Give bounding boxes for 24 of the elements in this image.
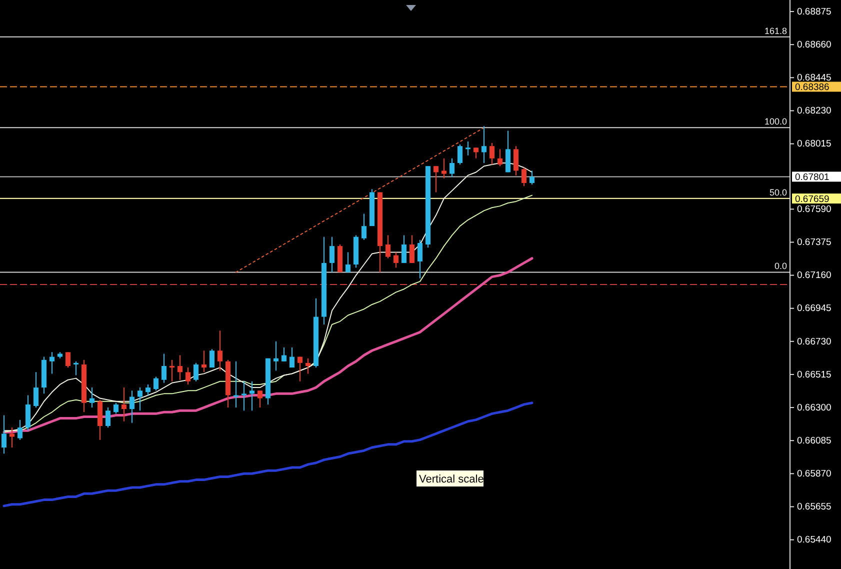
y-tick-label: 0.66945 (797, 303, 832, 314)
annotation: 100.0 (764, 116, 787, 127)
annotation: 161.8 (764, 26, 787, 36)
ref-line-label: 0.67801 (795, 172, 830, 184)
y-tick-label: 0.68660 (797, 39, 832, 50)
y-tick-label: 0.65870 (797, 468, 832, 480)
y-tick-label: 0.68230 (797, 106, 832, 117)
y-tick-label: 0.66300 (797, 402, 832, 414)
ref-line-label: 0.67659 (795, 194, 830, 205)
y-tick-label: 0.66085 (797, 435, 832, 446)
y-tick-label: 0.68875 (797, 6, 832, 18)
y-tick-label: 0.67375 (797, 237, 832, 248)
y-tick-label: 0.68445 (797, 72, 832, 84)
y-tick-label: 0.67160 (797, 270, 832, 282)
y-tick-label: 0.65440 (797, 534, 832, 546)
annotation: 0.0 (774, 261, 787, 272)
y-tick-label: 0.66730 (797, 336, 832, 348)
annotation: 50.0 (769, 187, 787, 198)
y-tick-label: 0.68015 (797, 138, 832, 150)
ref-line-label: 0.68386 (795, 82, 830, 94)
y-tick-label: 0.67590 (797, 204, 832, 215)
y-tick-label: 0.65655 (797, 502, 832, 513)
annotation: Vertical scale (419, 473, 484, 486)
y-tick-label: 0.66515 (797, 369, 832, 380)
